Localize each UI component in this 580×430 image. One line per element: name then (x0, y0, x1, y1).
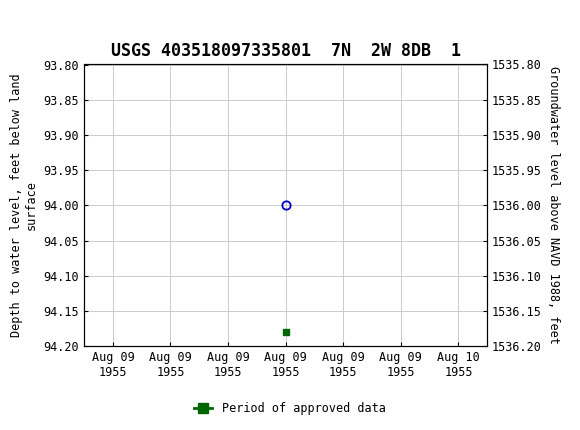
Text: ▒USGS: ▒USGS (12, 14, 81, 31)
Y-axis label: Depth to water level, feet below land
surface: Depth to water level, feet below land su… (10, 74, 38, 337)
Legend: Period of approved data: Period of approved data (190, 397, 390, 420)
Y-axis label: Groundwater level above NAVD 1988, feet: Groundwater level above NAVD 1988, feet (548, 66, 560, 344)
Title: USGS 403518097335801  7N  2W 8DB  1: USGS 403518097335801 7N 2W 8DB 1 (111, 42, 461, 60)
